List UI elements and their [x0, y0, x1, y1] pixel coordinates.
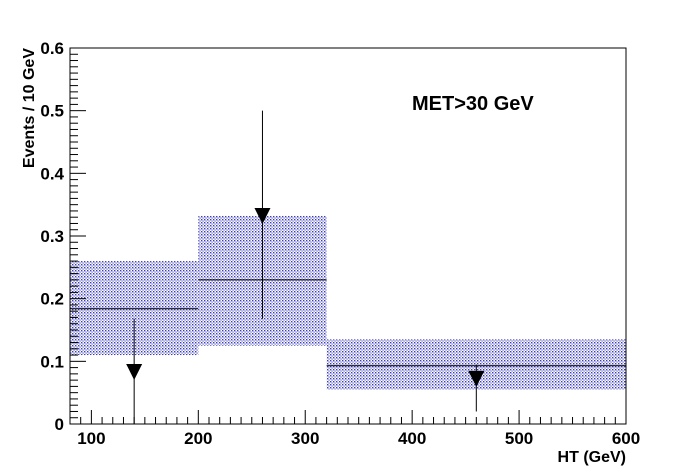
x-tick-label: 100: [77, 429, 105, 448]
x-axis-ticks: 100 200 300 400 500 600: [77, 410, 640, 448]
y-tick-label: 0.3: [40, 227, 64, 246]
cut-annotation: MET>30 GeV: [412, 93, 534, 115]
upper-limit-marker-2: [254, 207, 271, 224]
y-tick-label: 0.4: [40, 164, 64, 183]
y-tick-label: 0.1: [40, 352, 64, 371]
x-tick-label: 200: [184, 429, 212, 448]
x-tick-label: 600: [612, 429, 640, 448]
x-tick-label: 400: [398, 429, 426, 448]
y-tick-label: 0.5: [40, 102, 64, 121]
y-tick-label: 0: [55, 415, 64, 434]
upper-limit-marker-3: [468, 370, 485, 387]
x-tick-label: 500: [505, 429, 533, 448]
x-tick-label: 300: [291, 429, 319, 448]
upper-limit-marker-1: [126, 363, 143, 380]
y-tick-label: 0.6: [40, 39, 64, 58]
x-axis-title: HT (GeV): [558, 449, 626, 466]
y-axis-ticks: 0 0.1 0.2 0.3 0.4 0.5 0.6: [40, 39, 86, 434]
y-axis-title: Events / 10 GeV: [21, 48, 38, 168]
upper-limit-markers: [126, 110, 485, 424]
uncertainty-bands: [70, 215, 626, 390]
y-tick-label: 0.2: [40, 290, 64, 309]
